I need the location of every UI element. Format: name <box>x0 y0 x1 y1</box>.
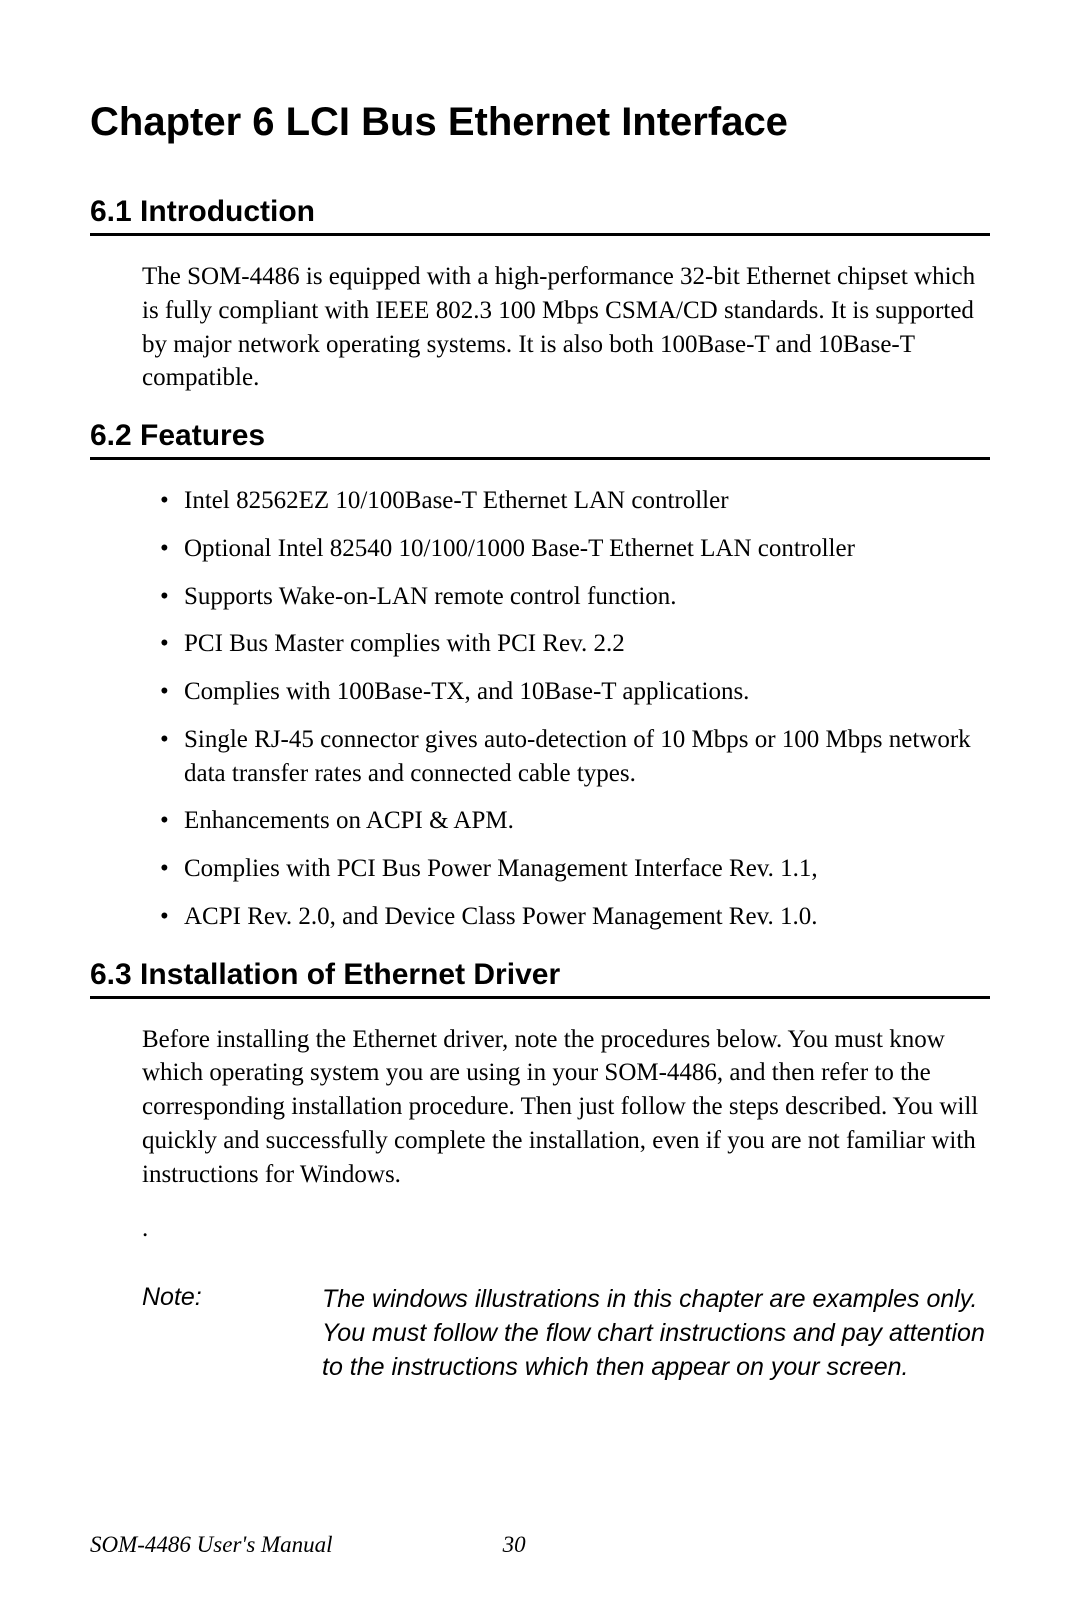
note-label: Note: <box>142 1283 322 1384</box>
footer-page-number: 30 <box>503 1532 526 1558</box>
list-item: PCI Bus Master complies with PCI Rev. 2.… <box>160 627 990 661</box>
list-item: ACPI Rev. 2.0, and Device Class Power Ma… <box>160 900 990 934</box>
features-list: Intel 82562EZ 10/100Base-T Ethernet LAN … <box>160 484 990 934</box>
list-item: Supports Wake-on-LAN remote control func… <box>160 580 990 614</box>
section-heading-introduction: 6.1 Introduction <box>90 195 990 236</box>
stray-dot: . <box>142 1215 990 1243</box>
note-text: The windows illustrations in this chapte… <box>322 1283 990 1384</box>
footer-manual-title: SOM-4486 User's Manual <box>90 1532 333 1558</box>
list-item: Intel 82562EZ 10/100Base-T Ethernet LAN … <box>160 484 990 518</box>
list-item: Complies with 100Base-TX, and 10Base-T a… <box>160 675 990 709</box>
chapter-title: Chapter 6 LCI Bus Ethernet Interface <box>90 100 990 145</box>
list-item: Enhancements on ACPI & APM. <box>160 804 990 838</box>
note-block: Note: The windows illustrations in this … <box>142 1283 990 1384</box>
page-footer: SOM-4486 User's Manual 30 <box>90 1532 990 1558</box>
page-content: Chapter 6 LCI Bus Ethernet Interface 6.1… <box>0 0 1080 1485</box>
installation-paragraph: Before installing the Ethernet driver, n… <box>142 1023 990 1192</box>
list-item: Optional Intel 82540 10/100/1000 Base-T … <box>160 532 990 566</box>
section-heading-installation: 6.3 Installation of Ethernet Driver <box>90 958 990 999</box>
list-item: Complies with PCI Bus Power Management I… <box>160 852 990 886</box>
list-item: Single RJ-45 connector gives auto-detect… <box>160 723 990 791</box>
section-heading-features: 6.2 Features <box>90 419 990 460</box>
introduction-paragraph: The SOM-4486 is equipped with a high-per… <box>142 260 990 395</box>
